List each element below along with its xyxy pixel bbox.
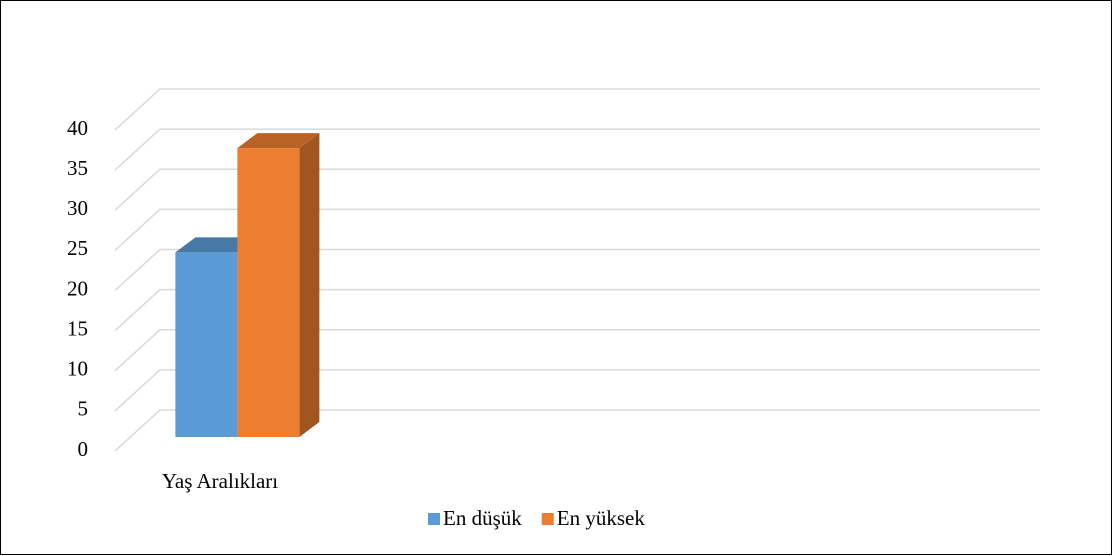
grid-line bbox=[114, 208, 1040, 251]
y-tick-label: 35 bbox=[67, 156, 88, 180]
legend-swatch bbox=[541, 513, 554, 525]
grid-line bbox=[114, 168, 1040, 211]
y-tick-label: 40 bbox=[67, 116, 88, 140]
grid-line bbox=[114, 128, 1040, 171]
y-tick-label: 0 bbox=[78, 437, 89, 461]
x-tick-label: Yaş Aralıkları bbox=[162, 469, 278, 493]
y-tick-label: 15 bbox=[67, 316, 88, 340]
bar bbox=[237, 133, 320, 437]
bar-side bbox=[299, 133, 320, 437]
bar-front bbox=[237, 148, 300, 437]
grid-line bbox=[114, 329, 1040, 372]
y-tick-label: 25 bbox=[67, 236, 88, 260]
y-tick-label: 5 bbox=[78, 397, 89, 421]
grid-line bbox=[114, 288, 1040, 332]
bar-top bbox=[237, 133, 320, 149]
grid-line bbox=[114, 369, 1040, 412]
bar-front bbox=[175, 252, 238, 437]
y-tick-label: 20 bbox=[67, 276, 88, 300]
grid-line bbox=[114, 248, 1040, 292]
bar-top bbox=[175, 237, 258, 253]
grid-line bbox=[114, 409, 1040, 452]
legend-label: En yüksek bbox=[557, 506, 646, 530]
legend-swatch bbox=[428, 513, 440, 525]
y-tick-label: 30 bbox=[67, 196, 88, 220]
grid-line bbox=[114, 88, 1040, 131]
legend-label: En düşük bbox=[443, 506, 522, 530]
y-tick-label: 10 bbox=[67, 357, 88, 381]
